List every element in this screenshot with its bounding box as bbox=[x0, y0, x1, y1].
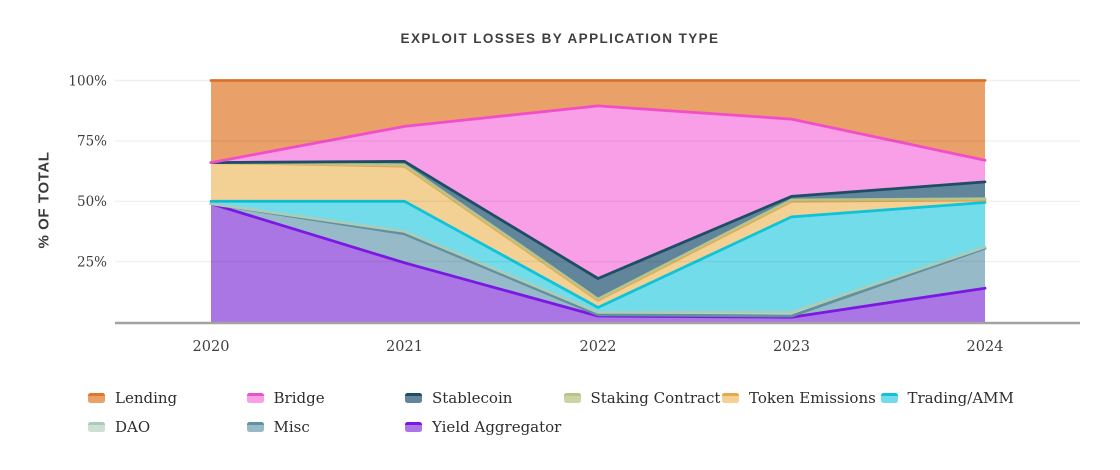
chart-title: EXPLOIT LOSSES BY APPLICATION TYPE bbox=[400, 31, 720, 46]
x-tick-label: 2020 bbox=[193, 339, 230, 355]
legend-swatch-lending bbox=[88, 392, 105, 403]
legend-swatch-misc bbox=[246, 421, 264, 432]
legend-item-dao[interactable]: DAO bbox=[88, 412, 247, 441]
legend-swatch-yield-aggregator bbox=[405, 421, 422, 432]
area-edge-stablecoin bbox=[209, 159, 987, 280]
x-tick-label: 2024 bbox=[967, 339, 1004, 355]
area-strokes bbox=[209, 79, 987, 319]
area-trading-amm bbox=[211, 201, 985, 313]
area-edge-dao bbox=[209, 202, 987, 314]
area-lending bbox=[211, 80, 985, 163]
y-tick-labels: 100% 75% 50% 25% bbox=[68, 73, 107, 270]
x-tick-label: 2022 bbox=[580, 339, 617, 355]
legend-label: Lending bbox=[115, 388, 178, 407]
area-edge-staking-contract bbox=[209, 161, 987, 301]
legend-label: Trading/AMM bbox=[907, 388, 1014, 407]
area-edge-misc bbox=[209, 202, 987, 318]
area-yield-aggregator bbox=[211, 203, 985, 322]
legend-swatch-staking-contract bbox=[563, 392, 581, 403]
legend-item-yield-aggregator[interactable]: Yield Aggregator bbox=[405, 412, 564, 441]
y-tick-label: 25% bbox=[77, 254, 107, 270]
legend-label: Bridge bbox=[273, 388, 325, 407]
legend-swatch-trading-amm bbox=[880, 392, 898, 403]
legend-swatch-bridge bbox=[246, 392, 264, 403]
area-edge-bridge bbox=[209, 104, 987, 165]
legend-label: Staking Contract bbox=[590, 388, 721, 407]
y-tick-label: 75% bbox=[77, 134, 107, 150]
stacked-area-chart: 100% 75% 50% 25% 2020 2021 2022 2023 2024 bbox=[68, 73, 1080, 355]
area-edge-trading-amm bbox=[209, 199, 987, 309]
legend-swatch-stablecoin bbox=[405, 392, 422, 403]
area-token-emissions bbox=[211, 162, 985, 308]
legend-item-bridge[interactable]: Bridge bbox=[246, 383, 406, 412]
gridlines bbox=[115, 79, 1080, 263]
legend-swatch-dao bbox=[88, 421, 105, 432]
x-tick-label: 2023 bbox=[773, 339, 810, 355]
legend-item-lending[interactable]: Lending bbox=[88, 383, 247, 412]
legend-label: Stablecoin bbox=[432, 388, 513, 407]
legend-label: Token Emissions bbox=[749, 388, 876, 407]
legend-item-misc[interactable]: Misc bbox=[246, 412, 406, 441]
x-tick-label: 2021 bbox=[386, 339, 423, 355]
legend-item-trading-amm[interactable]: Trading/AMM bbox=[880, 383, 1040, 412]
legend-item-stablecoin[interactable]: Stablecoin bbox=[405, 383, 564, 412]
legend: Lending Bridge Stablecoin Staking Contract T… bbox=[88, 383, 1073, 441]
area-bridge bbox=[211, 105, 985, 279]
legend-item-staking-contract[interactable]: Staking Contract bbox=[563, 383, 723, 412]
x-tick-labels: 2020 2021 2022 2023 2024 bbox=[193, 339, 1004, 355]
legend-label: Misc bbox=[273, 417, 310, 436]
legend-label: DAO bbox=[115, 417, 151, 436]
legend-swatch-token-emissions bbox=[722, 392, 739, 403]
legend-item-token-emissions[interactable]: Token Emissions bbox=[722, 383, 881, 412]
y-tick-label: 50% bbox=[77, 194, 107, 210]
legend-label: Yield Aggregator bbox=[432, 417, 562, 436]
y-tick-label: 100% bbox=[68, 73, 107, 89]
